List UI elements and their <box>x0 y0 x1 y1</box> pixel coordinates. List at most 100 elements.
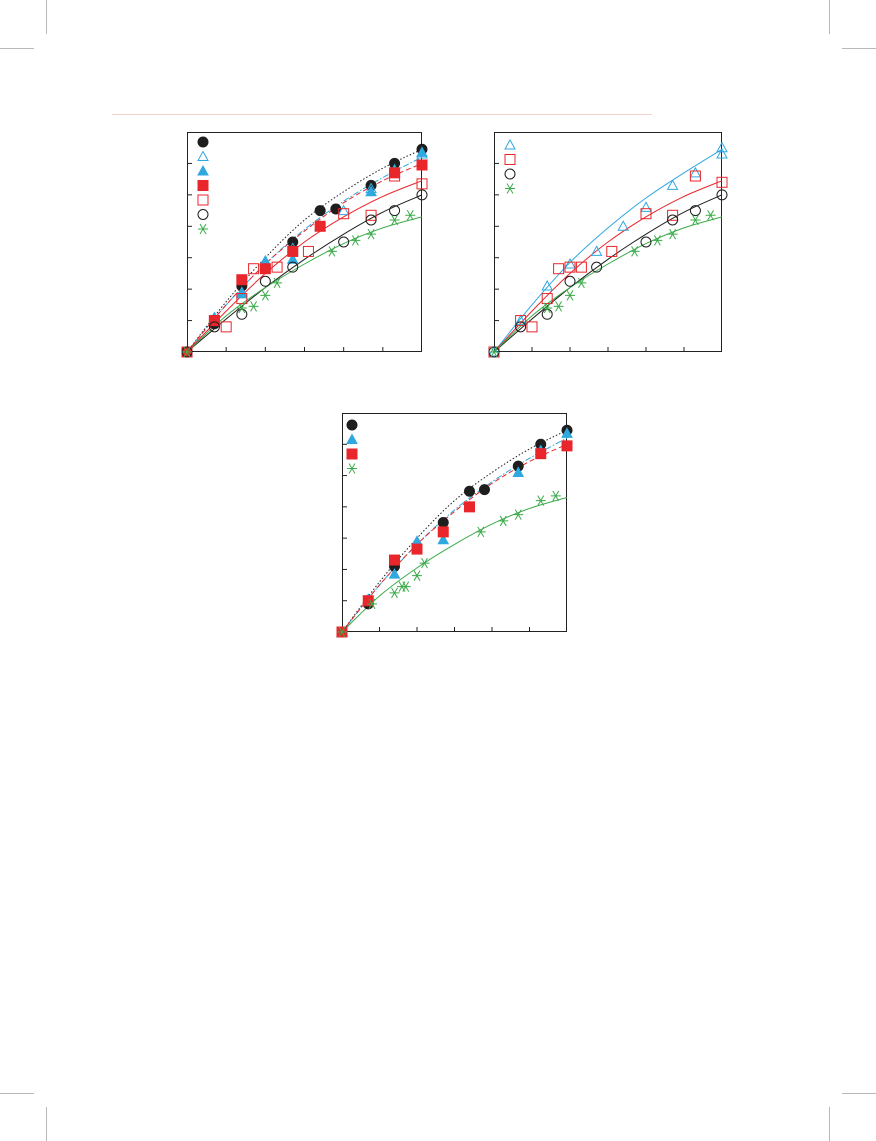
fit-line-3 <box>341 496 568 633</box>
fit-line-1 <box>493 180 723 353</box>
data-point <box>489 346 499 358</box>
data-point <box>389 214 400 226</box>
data-point <box>667 209 679 221</box>
data-point <box>437 533 450 545</box>
data-point <box>350 235 361 246</box>
data-point <box>515 321 527 333</box>
data-point <box>652 235 663 246</box>
data-point <box>550 490 561 502</box>
data-point <box>561 427 573 438</box>
data-point <box>591 261 603 273</box>
data-point <box>640 201 652 212</box>
data-point <box>272 277 283 289</box>
fit-line-5 <box>186 194 423 353</box>
data-point <box>590 245 603 256</box>
legend-symbol <box>197 150 209 161</box>
data-point <box>689 205 701 217</box>
data-point <box>389 170 401 182</box>
data-point <box>667 228 678 240</box>
series-3-filled-square <box>181 159 428 358</box>
data-point <box>236 293 248 305</box>
data-point <box>220 321 232 333</box>
data-point <box>287 261 299 273</box>
fit-line-6 <box>186 216 423 353</box>
data-point <box>689 170 701 182</box>
crop-mark <box>829 1107 830 1141</box>
data-point <box>208 315 220 327</box>
legend-symbol <box>198 223 208 235</box>
data-point <box>705 210 716 221</box>
legend-symbol <box>346 448 358 460</box>
data-point <box>337 204 350 216</box>
data-point <box>565 290 575 301</box>
data-point <box>271 261 283 273</box>
data-point <box>514 314 527 326</box>
legend-symbol <box>197 209 209 220</box>
fit-line-3 <box>493 216 723 353</box>
series-2-open-circle <box>488 189 728 358</box>
data-point <box>302 245 314 257</box>
legend-symbol <box>505 183 515 194</box>
data-point <box>553 301 564 312</box>
fit-line-2 <box>493 194 723 353</box>
data-point <box>716 189 728 201</box>
data-point <box>338 236 350 248</box>
data-point <box>526 321 538 333</box>
data-point <box>314 205 326 217</box>
legend-symbol <box>504 154 516 165</box>
crop-mark <box>842 1093 876 1094</box>
data-point <box>365 209 377 221</box>
data-point <box>561 440 573 452</box>
series-3-asterisk <box>337 490 561 638</box>
data-point <box>287 236 299 248</box>
data-point <box>286 253 299 264</box>
data-point <box>326 246 337 257</box>
data-point <box>535 448 547 460</box>
crop-mark <box>46 1107 47 1141</box>
data-point <box>640 208 652 220</box>
data-point <box>553 263 565 275</box>
data-point <box>208 321 220 333</box>
fit-line-2 <box>341 443 568 633</box>
fit-line-3 <box>186 162 423 353</box>
crop-mark <box>0 48 34 49</box>
crop-mark <box>0 1093 34 1094</box>
data-point <box>564 261 576 273</box>
data-point <box>419 557 430 569</box>
data-point <box>576 277 587 289</box>
data-point <box>388 568 401 579</box>
data-point <box>512 466 525 477</box>
crop-mark <box>46 0 47 34</box>
data-point <box>667 214 679 226</box>
series-1-open-square <box>488 170 728 358</box>
data-point <box>405 210 416 221</box>
data-point <box>535 495 546 506</box>
data-point <box>464 485 475 497</box>
legend-symbol <box>197 194 209 206</box>
series-5-open-circle <box>181 189 428 358</box>
data-point <box>437 526 449 538</box>
crop-mark <box>829 0 830 34</box>
data-point <box>337 626 347 638</box>
data-point <box>365 214 377 226</box>
data-point <box>287 245 299 257</box>
data-point <box>464 501 475 513</box>
data-point <box>259 275 271 287</box>
data-point <box>716 176 728 188</box>
legend-symbol <box>346 419 358 431</box>
data-point <box>475 526 486 538</box>
crop-mark <box>842 48 876 49</box>
legend-symbol <box>197 180 209 191</box>
data-point <box>716 141 728 153</box>
fit-line-0 <box>493 148 723 353</box>
data-point <box>389 167 401 179</box>
fit-line-0 <box>341 429 568 633</box>
data-point <box>412 570 422 581</box>
data-point <box>248 301 259 312</box>
data-point <box>498 515 509 527</box>
data-point <box>236 302 247 314</box>
data-point <box>411 543 423 555</box>
data-point <box>629 246 640 257</box>
data-point <box>541 293 553 305</box>
data-point <box>236 308 248 320</box>
